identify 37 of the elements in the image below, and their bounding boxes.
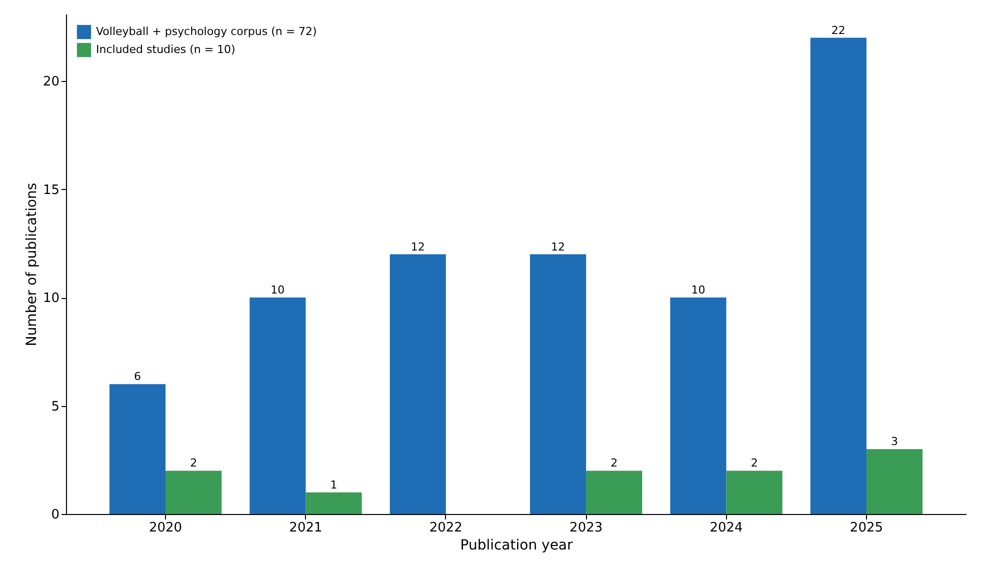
bar xyxy=(109,384,166,514)
bar xyxy=(530,254,586,514)
bar xyxy=(866,449,923,514)
x-tick-label: 2025 xyxy=(850,520,884,536)
data-label: 12 xyxy=(410,240,425,254)
legend-label: Volleyball + psychology corpus (n = 72) xyxy=(96,25,317,38)
bar xyxy=(586,470,642,514)
bar xyxy=(810,38,866,514)
data-label: 10 xyxy=(691,284,706,297)
data-label: 2 xyxy=(610,456,618,470)
x-axis-title: Publication year xyxy=(460,538,573,554)
data-label: 10 xyxy=(270,284,285,297)
x-tick-label: 2022 xyxy=(429,520,462,536)
data-label: 6 xyxy=(134,370,141,384)
bar xyxy=(306,492,362,514)
y-tick-label: 5 xyxy=(51,399,60,414)
data-label: 2 xyxy=(750,456,758,470)
x-tick-label: 2024 xyxy=(710,520,743,536)
bar xyxy=(166,470,222,514)
bar xyxy=(670,298,726,514)
x-tick-label: 2023 xyxy=(570,520,603,536)
data-label: 22 xyxy=(831,24,846,37)
data-label: 1 xyxy=(330,478,338,492)
y-tick-label: 15 xyxy=(42,182,60,198)
data-label: 3 xyxy=(891,435,898,448)
bar xyxy=(390,254,446,514)
data-label: 2 xyxy=(190,456,198,470)
y-axis-title: Number of publications xyxy=(24,182,40,346)
y-tick-label: 0 xyxy=(51,508,60,522)
x-tick-label: 2021 xyxy=(289,520,322,536)
y-tick-label: 20 xyxy=(42,74,60,90)
bar xyxy=(726,470,782,514)
legend-label: Included studies (n = 10) xyxy=(96,43,236,56)
data-label: 12 xyxy=(551,240,566,254)
x-tick-label: 2020 xyxy=(148,520,182,536)
y-tick-label: 10 xyxy=(42,291,60,306)
bar xyxy=(250,298,306,514)
